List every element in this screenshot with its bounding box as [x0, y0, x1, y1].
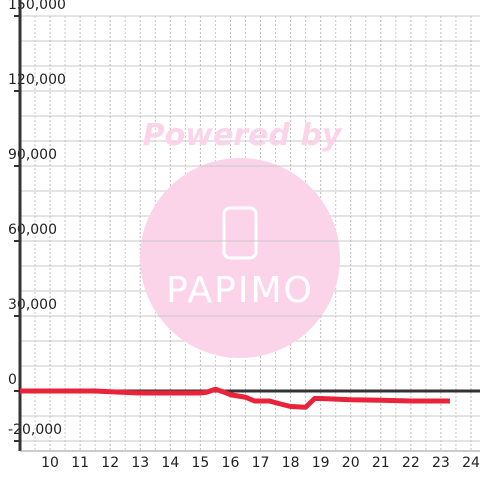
x-tick-label: 21 — [372, 455, 390, 471]
watermark: Powered by PAPIMO — [140, 118, 343, 358]
phone-icon — [222, 206, 258, 260]
x-tick-label: 17 — [252, 455, 270, 471]
x-tick-label: 18 — [282, 455, 300, 471]
x-tick-label: 13 — [131, 455, 149, 471]
x-tick-label: 12 — [101, 455, 119, 471]
watermark-brand: PAPIMO — [166, 270, 314, 311]
x-tick-label: 23 — [432, 455, 450, 471]
x-tick-label: 19 — [312, 455, 330, 471]
x-tick-label: 16 — [222, 455, 240, 471]
x-tick-label: 11 — [71, 455, 89, 471]
y-tick-label: -20,000 — [8, 422, 62, 438]
x-tick-label: 10 — [41, 455, 59, 471]
y-tick-label: 30,000 — [8, 297, 57, 313]
x-tick-label: 22 — [402, 455, 420, 471]
x-tick-label: 20 — [342, 455, 360, 471]
y-tick-label: 120,000 — [8, 72, 66, 88]
x-tick-label: 14 — [161, 455, 179, 471]
y-tick-label: 150,000 — [8, 0, 66, 13]
y-tick-label: 60,000 — [8, 222, 57, 238]
data-line — [20, 386, 450, 410]
x-tick-label: 24 — [462, 455, 480, 471]
x-tick-label: 15 — [191, 455, 209, 471]
y-tick-label: 90,000 — [8, 147, 57, 163]
watermark-title: Powered by — [143, 118, 343, 153]
y-tick-label: 0 — [8, 372, 17, 388]
